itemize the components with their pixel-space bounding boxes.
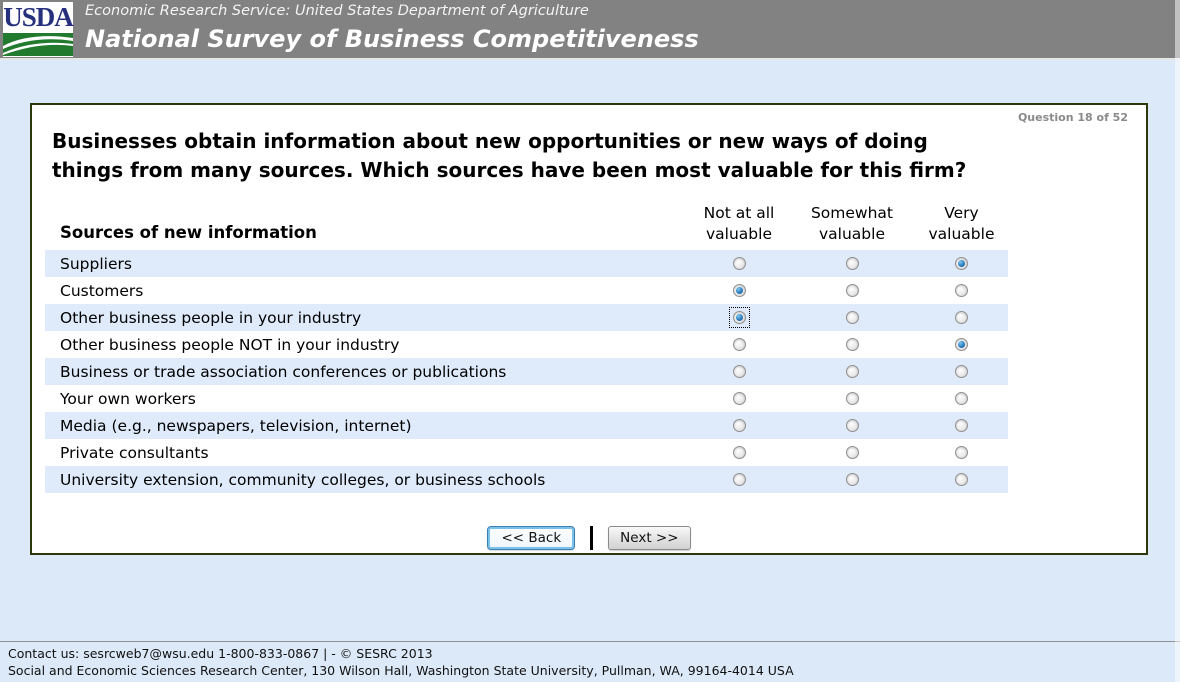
table-row: Suppliers [45, 250, 1008, 277]
radio-somewhat[interactable] [845, 338, 859, 351]
navigation-buttons: << Back Next >> [32, 526, 1146, 550]
table-row: Private consultants [45, 439, 1008, 466]
radio-somewhat[interactable] [845, 473, 859, 486]
row-label: Suppliers [60, 254, 132, 273]
radio-somewhat[interactable] [845, 284, 859, 297]
radio-somewhat[interactable] [845, 311, 859, 324]
table-row: University extension, community colleges… [45, 466, 1008, 493]
radio-not-at-all[interactable] [732, 365, 746, 378]
radio-very[interactable] [955, 446, 968, 459]
header: USDA Economic Research Service: United S… [0, 0, 1180, 60]
radio-somewhat[interactable] [845, 419, 859, 432]
question-panel: Question 18 of 52 Businesses obtain info… [30, 103, 1148, 555]
row-label: Private consultants [60, 443, 209, 462]
radio-not-at-all[interactable] [732, 473, 746, 486]
radio-very[interactable] [955, 419, 968, 432]
usda-logo: USDA [3, 2, 74, 57]
table-header-row: Sources of new information Not at all va… [45, 203, 1008, 250]
table-body: Suppliers Customers Other business peopl… [45, 250, 1008, 493]
footer-address-line: Social and Economic Sciences Research Ce… [8, 662, 794, 678]
back-button[interactable]: << Back [487, 526, 576, 550]
scrollbar-gutter[interactable] [1175, 0, 1180, 682]
radio-very[interactable] [955, 392, 968, 405]
footer-contact-line: Contact us: sesrcweb7@wsu.edu 1-800-833-… [8, 646, 433, 661]
row-label: Other business people NOT in your indust… [60, 335, 400, 354]
column-header-somewhat: Somewhat valuable [810, 204, 894, 243]
radio-not-at-all[interactable] [732, 284, 746, 297]
question-counter: Question 18 of 52 [1017, 111, 1128, 124]
column-header-very: Very valuable [928, 204, 995, 243]
radio-very[interactable] [955, 257, 968, 270]
radio-somewhat[interactable] [845, 392, 859, 405]
radio-very[interactable] [955, 365, 968, 378]
radio-not-at-all[interactable] [732, 419, 746, 432]
row-label: Your own workers [60, 389, 196, 408]
survey-title: National Survey of Business Competitiven… [85, 25, 699, 53]
row-label: Other business people in your industry [60, 308, 362, 327]
radio-somewhat[interactable] [845, 365, 859, 378]
radio-not-at-all[interactable] [732, 257, 746, 270]
radio-somewhat[interactable] [845, 257, 859, 270]
row-label: Business or trade association conference… [60, 362, 507, 381]
header-text: Economic Research Service: United States… [85, 3, 699, 53]
radio-not-at-all[interactable] [732, 392, 746, 405]
table-row: Media (e.g., newspapers, television, int… [45, 412, 1008, 439]
radio-very[interactable] [955, 473, 968, 486]
usda-logo-swoosh-icon [3, 33, 73, 56]
radio-somewhat[interactable] [845, 446, 859, 459]
radio-not-at-all[interactable] [732, 311, 746, 324]
radio-not-at-all[interactable] [732, 338, 746, 351]
radio-very[interactable] [955, 338, 968, 351]
footer: Contact us: sesrcweb7@wsu.edu 1-800-833-… [0, 641, 1180, 682]
table-row: Other business people in your industry [45, 304, 1008, 331]
agency-line: Economic Research Service: United States… [85, 3, 589, 19]
button-separator [590, 526, 594, 550]
table-row: Customers [45, 277, 1008, 304]
column-header-not-at-all: Not at all valuable [703, 204, 775, 243]
usda-logo-text: USDA [3, 2, 74, 32]
radio-very[interactable] [955, 311, 968, 324]
row-label: University extension, community colleges… [60, 470, 546, 489]
radio-not-at-all[interactable] [732, 446, 746, 459]
radio-very[interactable] [955, 284, 968, 297]
question-text: Businesses obtain information about new … [52, 129, 967, 182]
table-row-header: Sources of new information [60, 223, 317, 242]
row-label: Customers [60, 281, 144, 300]
response-table: Sources of new information Not at all va… [45, 203, 1008, 493]
next-button[interactable]: Next >> [608, 526, 691, 550]
table-row: Business or trade association conference… [45, 358, 1008, 385]
table-row: Your own workers [45, 385, 1008, 412]
row-label: Media (e.g., newspapers, television, int… [60, 416, 412, 435]
table-row: Other business people NOT in your indust… [45, 331, 1008, 358]
